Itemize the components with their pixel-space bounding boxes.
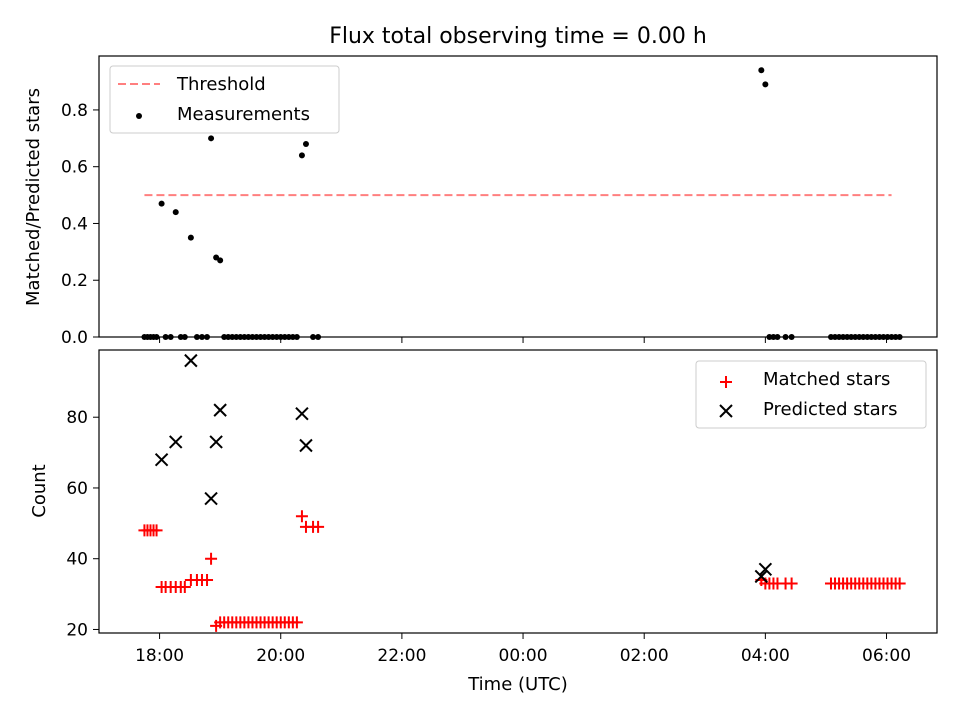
matched-star-point xyxy=(893,577,906,590)
top-y-tick-label: 0.8 xyxy=(61,101,88,121)
predicted-star-point xyxy=(204,491,218,506)
matched-star-point xyxy=(201,573,214,586)
top-y-tick-label: 0.0 xyxy=(61,328,88,348)
bottom-y-tick-label: 40 xyxy=(66,550,88,570)
predicted-star-point xyxy=(754,569,769,584)
top-y-tick-label: 0.2 xyxy=(61,271,88,291)
legend-threshold-label: Threshold xyxy=(176,74,266,95)
measurement-point xyxy=(302,140,309,147)
top-axes-frame xyxy=(98,55,938,338)
legend-matched-label: Matched stars xyxy=(763,369,890,390)
predicted-star-point xyxy=(758,562,773,577)
top-y-tick-label: 0.4 xyxy=(61,214,88,234)
x-tick-label: 06:00 xyxy=(862,646,911,666)
top-y-axis-label: Matched/Predicted stars xyxy=(23,88,44,306)
matched-star-point xyxy=(178,581,191,594)
legend-predicted-label: Predicted stars xyxy=(763,399,897,420)
top-y-tick-label: 0.6 xyxy=(61,158,88,178)
measurement-point xyxy=(208,135,215,142)
measurement-point xyxy=(298,152,305,159)
x-tick-label: 20:00 xyxy=(256,646,305,666)
bottom-panel: 20 40 60 80 18:00 20:00 22:00 00:00 02:00 04:00 06… xyxy=(29,349,938,695)
bottom-legend: Matched stars Predicted stars xyxy=(695,360,927,429)
predicted-star-point xyxy=(299,438,313,453)
measurement-point xyxy=(158,200,165,207)
measurement-point xyxy=(758,67,765,74)
bottom-y-tick-label: 80 xyxy=(66,408,88,428)
predicted-star-point xyxy=(295,406,309,421)
x-tick-label: 00:00 xyxy=(499,646,548,666)
figure-title: Flux total observing time = 0.00 h xyxy=(329,24,707,49)
predicted-star-point xyxy=(184,353,198,368)
top-legend-box xyxy=(109,65,340,134)
legend-predicted-swatch xyxy=(719,404,733,418)
bottom-y-axis-label: Count xyxy=(29,464,50,517)
legend-measurements-swatch xyxy=(136,113,142,119)
matched-star-point xyxy=(205,552,218,565)
x-tick-label: 18:00 xyxy=(135,646,184,666)
x-tick-label: 04:00 xyxy=(741,646,790,666)
bottom-axes-frame xyxy=(98,349,938,634)
legend-matched-swatch xyxy=(720,376,732,388)
x-axis-label: Time (UTC) xyxy=(467,674,568,695)
bottom-y-tick-label: 60 xyxy=(66,479,88,499)
measurement-point xyxy=(172,209,179,216)
measurement-point xyxy=(187,234,194,241)
matched-star-point xyxy=(295,510,308,523)
matched-star-point xyxy=(290,616,303,629)
bottom-y-tick-label: 20 xyxy=(66,620,88,640)
top-panel: 0.00.20.40.60.8 Matched/Predicted stars … xyxy=(23,55,938,348)
predicted-star-point xyxy=(213,403,227,417)
x-tick-label: 02:00 xyxy=(620,646,669,666)
measurement-point xyxy=(762,81,769,88)
predicted-star-point xyxy=(209,435,223,449)
legend-measurements-label: Measurements xyxy=(177,104,310,125)
predicted-star-point xyxy=(169,435,183,449)
measurement-point xyxy=(217,257,224,264)
bottom-legend-box xyxy=(695,360,927,429)
predicted-star-point xyxy=(154,452,169,467)
matched-star-point xyxy=(785,577,798,590)
matched-star-point xyxy=(150,524,163,537)
x-tick-label: 22:00 xyxy=(377,646,426,666)
matched-star-point xyxy=(312,520,325,533)
top-legend: Threshold Measurements xyxy=(109,65,340,134)
